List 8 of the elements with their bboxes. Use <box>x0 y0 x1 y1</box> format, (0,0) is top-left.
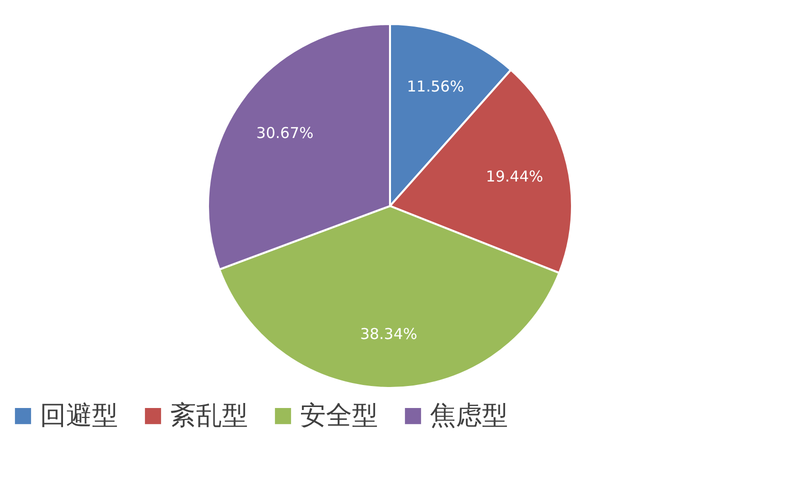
legend-label: 紊乱型 <box>170 401 248 431</box>
data-label: 19.44% <box>486 167 544 186</box>
data-label: 11.56% <box>406 77 464 96</box>
legend-label: 安全型 <box>300 401 378 431</box>
data-label: 30.67% <box>256 124 314 142</box>
legend-label: 回避型 <box>40 401 118 431</box>
data-label: 38.34% <box>360 324 418 343</box>
legend-label: 焦虑型 <box>430 401 508 431</box>
